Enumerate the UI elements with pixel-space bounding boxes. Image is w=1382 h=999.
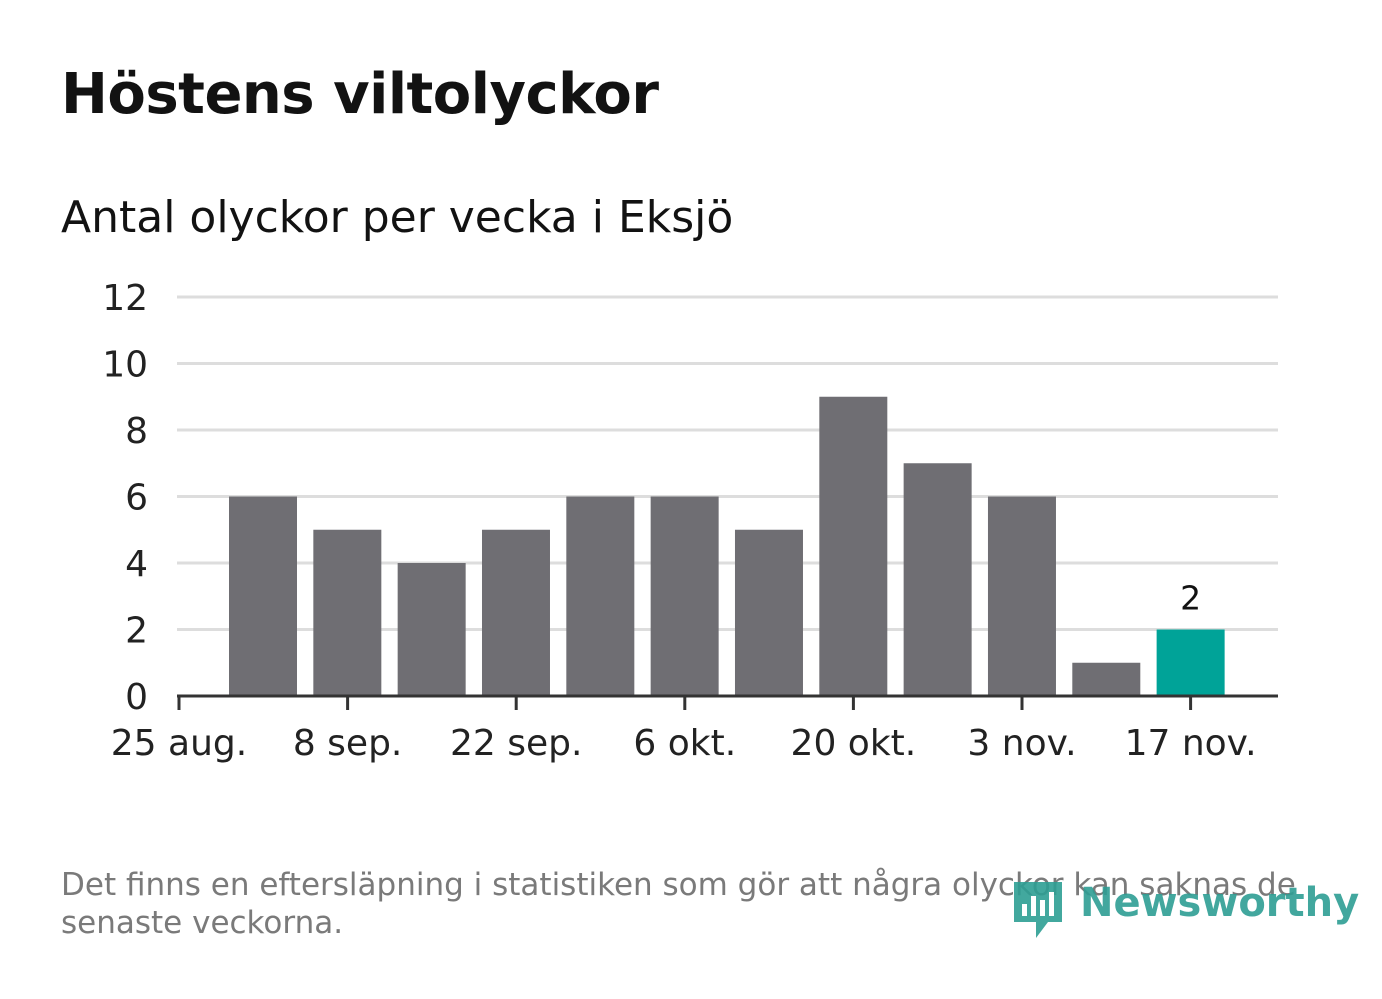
y-tick-label: 6: [125, 478, 148, 519]
y-tick-label: 4: [125, 544, 148, 585]
y-tick-label: 2: [125, 611, 148, 652]
chart-title: Höstens viltolyckor: [61, 62, 659, 127]
x-tick-label: 25 aug.: [111, 723, 247, 764]
data-label-highlight: 2: [1180, 579, 1201, 618]
x-tick-label: 17 nov.: [1125, 723, 1257, 764]
bar-1-sep-: [229, 496, 297, 696]
newsworthy-logo-icon: [1014, 882, 1062, 938]
x-tick-label: 8 sep.: [293, 723, 403, 764]
x-tick-label: 20 okt.: [791, 723, 917, 764]
bar-15-sep-: [397, 563, 466, 696]
x-axis-ticks: 25 aug. 8 sep. 22 sep. 6 okt. 20 okt. 3 nov. 1…: [111, 696, 1257, 764]
y-tick-label: 8: [125, 411, 148, 452]
y-tick-label: 0: [125, 677, 148, 718]
footnote: Det finns en eftersläpning i statistiken…: [61, 867, 1296, 941]
bar-20-okt-: [819, 396, 888, 696]
bar-10-nov-: [1072, 662, 1141, 696]
bar-29-sep-: [566, 496, 635, 696]
bar-27-okt-: [903, 463, 972, 696]
y-tick-label: 12: [102, 278, 148, 319]
bar-22-sep-: [481, 529, 550, 696]
bar-13-okt-: [734, 529, 803, 696]
bar-17-nov-: [1156, 629, 1225, 696]
x-tick-label: 6 okt.: [633, 723, 736, 764]
x-tick-label: 22 sep.: [450, 723, 582, 764]
newsworthy-logo: Newsworthy: [1010, 876, 1359, 946]
chart-subtitle: Antal olyckor per vecka i Eksjö: [61, 192, 734, 243]
x-tick-label: 3 nov.: [967, 723, 1076, 764]
bars: [229, 396, 1225, 696]
y-tick-label: 10: [102, 345, 148, 386]
data-labels: 2: [1180, 579, 1201, 618]
y-axis-ticks: 0 2 4 6 8 10 12: [102, 278, 148, 718]
logo-text: Newsworthy: [1080, 880, 1360, 926]
bar-3-nov-: [987, 496, 1056, 696]
bar-8-sep-: [313, 529, 382, 696]
bar-6-okt-: [650, 496, 719, 696]
